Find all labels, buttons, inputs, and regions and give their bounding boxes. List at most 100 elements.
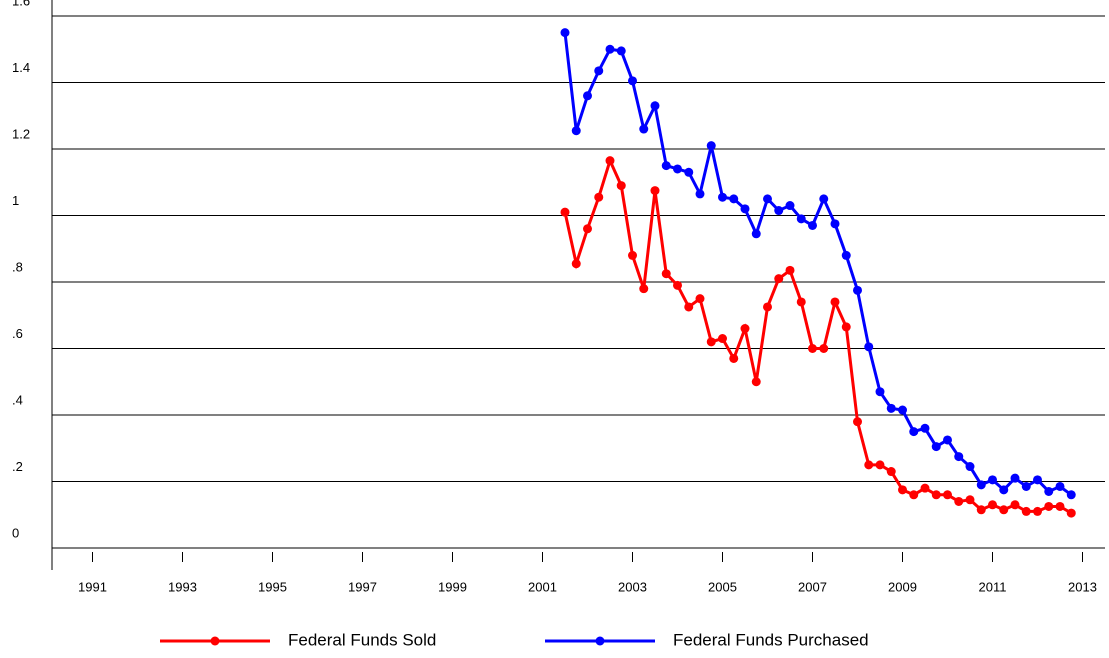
data-point: [853, 285, 862, 295]
x-tick-label: 2001: [528, 579, 557, 594]
data-point: [875, 387, 885, 397]
data-point: [1044, 486, 1054, 496]
x-tick-label: 2013: [1068, 579, 1097, 594]
data-point: [639, 284, 649, 294]
data-point: [628, 76, 637, 86]
y-tick-label: .6: [12, 326, 23, 341]
data-point: [819, 194, 829, 204]
data-point: [999, 505, 1009, 515]
data-point: [560, 207, 570, 217]
data-point: [594, 192, 604, 202]
data-point: [1010, 500, 1020, 510]
data-point: [954, 496, 964, 506]
data-point: [774, 206, 784, 216]
data-point: [1044, 501, 1054, 511]
data-point: [706, 337, 716, 347]
legend-label: Federal Funds Sold: [288, 630, 436, 649]
data-point: [571, 259, 581, 269]
data-point: [684, 167, 694, 177]
data-point: [954, 452, 964, 462]
legend-label: Federal Funds Purchased: [673, 630, 869, 649]
data-point: [785, 265, 795, 275]
data-point: [920, 423, 930, 433]
data-point: [965, 462, 975, 472]
data-point: [571, 126, 581, 136]
data-point: [796, 297, 806, 307]
legend: Federal Funds Sold Federal Funds Purchase…: [160, 630, 869, 649]
data-point: [999, 485, 1009, 495]
data-point: [943, 435, 952, 445]
data-point: [763, 302, 772, 312]
data-point: [830, 297, 840, 307]
y-tick-label: 0: [12, 525, 19, 540]
data-point: [729, 353, 739, 363]
data-point: [673, 164, 682, 174]
legend-marker: [210, 636, 220, 646]
data-point: [605, 156, 615, 166]
data-point: [886, 467, 896, 477]
data-point: [830, 219, 840, 229]
data-point: [909, 490, 919, 500]
data-point: [583, 224, 592, 234]
data-point: [1055, 481, 1065, 491]
data-point: [808, 220, 817, 230]
data-point: [560, 28, 570, 38]
series-line: [563, 32, 1073, 497]
data-point: [796, 214, 806, 224]
data-point: [661, 269, 671, 279]
data-point: [808, 344, 817, 353]
data-point: [718, 192, 727, 202]
data-point: [1066, 508, 1076, 518]
y-tick-label: .2: [12, 459, 23, 474]
series-line: [563, 156, 1073, 515]
y-tick-label: .4: [12, 392, 23, 407]
x-tick-label: 2003: [618, 579, 647, 594]
y-tick-label: 1.6: [12, 0, 30, 8]
data-point: [976, 505, 986, 515]
x-tick-label: 2005: [708, 579, 737, 594]
data-point: [841, 250, 851, 260]
data-point: [1010, 473, 1020, 483]
data-point: [751, 229, 761, 239]
data-point: [706, 141, 716, 151]
x-tick-label: 2007: [798, 579, 827, 594]
data-point: [684, 302, 694, 312]
data-point: [976, 480, 986, 490]
data-point: [988, 500, 997, 510]
data-point: [785, 201, 795, 211]
x-tick-label: 1997: [348, 579, 377, 594]
data-point: [718, 334, 727, 344]
data-point: [841, 322, 851, 332]
data-point: [650, 101, 660, 111]
data-point: [774, 274, 784, 284]
y-tick-label: 1: [12, 193, 19, 208]
data-point: [639, 124, 649, 134]
data-point: [1021, 506, 1031, 516]
x-tick-label: 1999: [438, 579, 467, 594]
data-point: [1066, 490, 1076, 500]
data-point: [965, 495, 975, 505]
data-point: [931, 490, 941, 500]
data-point: [628, 250, 637, 260]
x-tick-label: 2011: [979, 579, 1007, 594]
data-point: [650, 186, 660, 196]
data-point: [988, 475, 997, 485]
data-point: [943, 490, 952, 500]
data-point: [864, 460, 874, 470]
data-point: [605, 44, 615, 54]
data-point: [875, 460, 885, 470]
data-point: [920, 483, 930, 493]
data-point: [740, 324, 750, 334]
data-point: [886, 403, 896, 413]
data-point: [1055, 501, 1065, 511]
data-point: [853, 417, 862, 427]
data-point: [661, 161, 671, 171]
data-point: [729, 194, 739, 204]
data-point: [1021, 481, 1031, 491]
x-tick-label: 2009: [888, 579, 917, 594]
data-point: [673, 280, 682, 290]
data-point: [583, 91, 592, 101]
y-tick-label: 1.2: [12, 126, 30, 141]
data-point: [898, 405, 907, 415]
data-point: [751, 377, 761, 387]
